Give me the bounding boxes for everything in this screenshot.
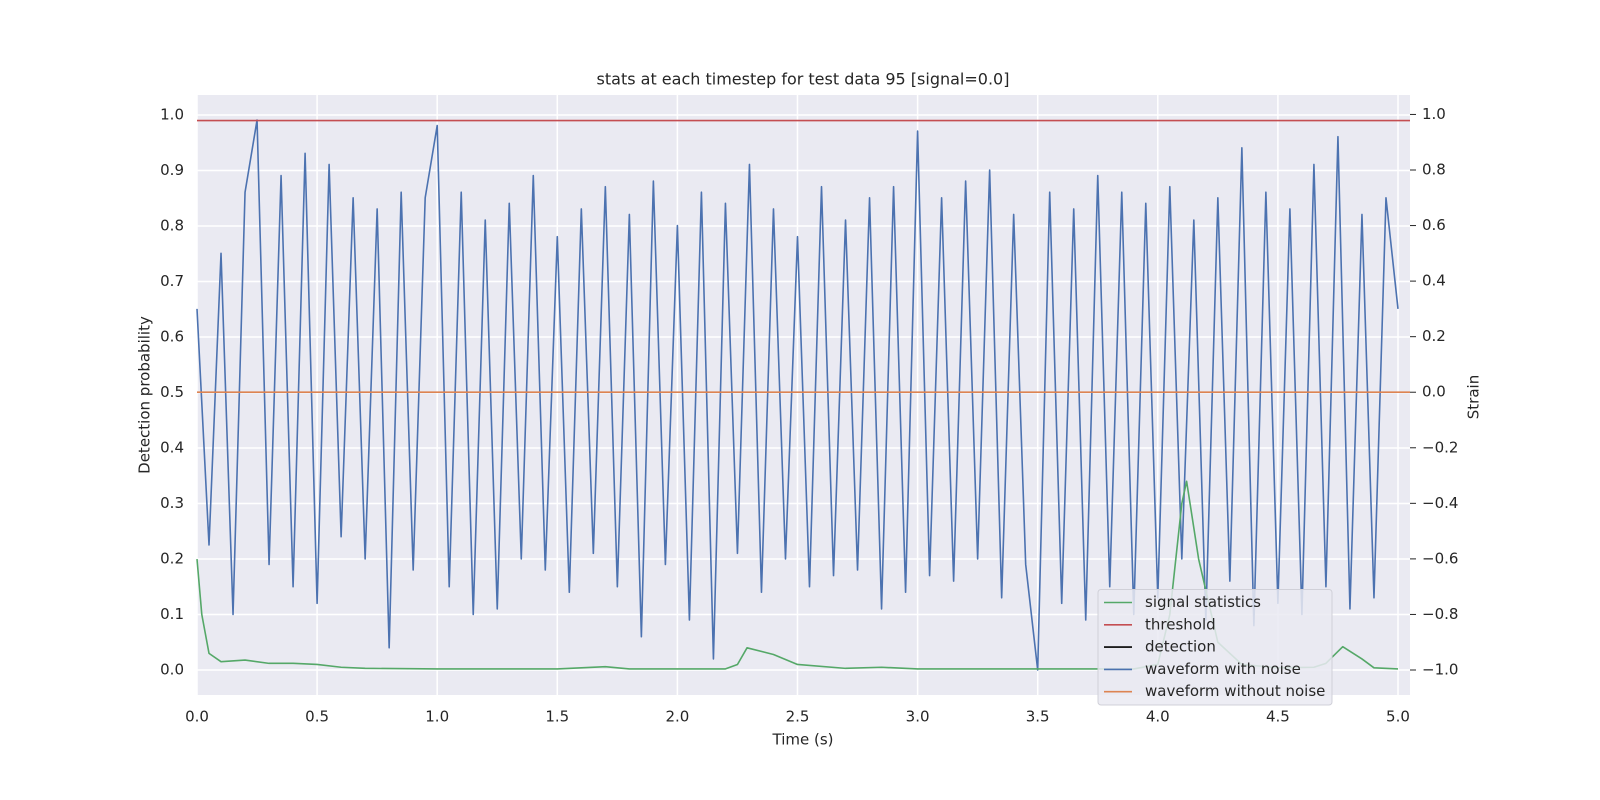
y2-tick-label: 0.2: [1422, 327, 1446, 345]
y2-tick-label: 1.0: [1422, 105, 1446, 123]
grid: [196, 95, 1410, 695]
chart-title: stats at each timestep for test data 95 …: [597, 70, 1010, 89]
y2-tick-label: −0.2: [1422, 438, 1458, 456]
y2-tick-label: −0.8: [1422, 605, 1458, 623]
legend-label: waveform without noise: [1145, 682, 1325, 700]
x-tick-label: 1.5: [545, 708, 569, 726]
series-line: [196, 119, 1399, 671]
legend-label: waveform with noise: [1145, 660, 1301, 678]
y2-tick-label: 0.6: [1422, 216, 1446, 234]
legend-box: [1097, 589, 1333, 706]
x-axis-label: Time (s): [772, 731, 834, 749]
y-tick-label: 0.1: [160, 605, 184, 623]
x-tick-label: 4.0: [1146, 708, 1170, 726]
y-tick-label: 0.3: [160, 494, 184, 512]
y-tick-label: 0.6: [160, 327, 184, 345]
x-tick-label: 1.0: [425, 708, 449, 726]
legend-label: signal statistics: [1145, 593, 1261, 611]
y2-tick-label: 0.4: [1422, 272, 1446, 290]
legend: signal statistics threshold detection wavef…: [1097, 589, 1333, 706]
legend-label: threshold: [1145, 615, 1216, 633]
x-tick-label: 4.5: [1266, 708, 1290, 726]
y-tick-label: 0.4: [160, 439, 184, 457]
y2-tick-label: 0.0: [1422, 383, 1446, 401]
y2-axis-label: Strain: [1465, 375, 1483, 419]
y2-tick-label: −0.6: [1422, 549, 1458, 567]
x-tick-label: 2.5: [786, 708, 810, 726]
y2-tick-label: 0.8: [1422, 161, 1446, 179]
y2-tick-label: −1.0: [1422, 661, 1458, 679]
y-tick-label: 0.5: [160, 383, 184, 401]
legend-label: detection: [1145, 638, 1216, 656]
x-tick-label: 5.0: [1386, 708, 1410, 726]
y-tick-label: 0.7: [160, 272, 184, 290]
y-tick-label: 0.8: [160, 216, 184, 234]
y-tick-label: 0.2: [160, 550, 184, 568]
x-tick-label: 2.0: [665, 708, 689, 726]
y-tick-label: 1.0: [160, 105, 184, 123]
y2-tick-label: −0.4: [1422, 494, 1458, 512]
y-tick-label: 0.0: [160, 661, 184, 679]
y-axis-label: Detection probability: [136, 316, 154, 474]
x-tick-label: 3.0: [906, 708, 930, 726]
x-tick-label: 0.0: [185, 708, 209, 726]
y-tick-label: 0.9: [160, 161, 184, 179]
x-tick-label: 3.5: [1026, 708, 1050, 726]
x-tick-label: 0.5: [305, 708, 329, 726]
